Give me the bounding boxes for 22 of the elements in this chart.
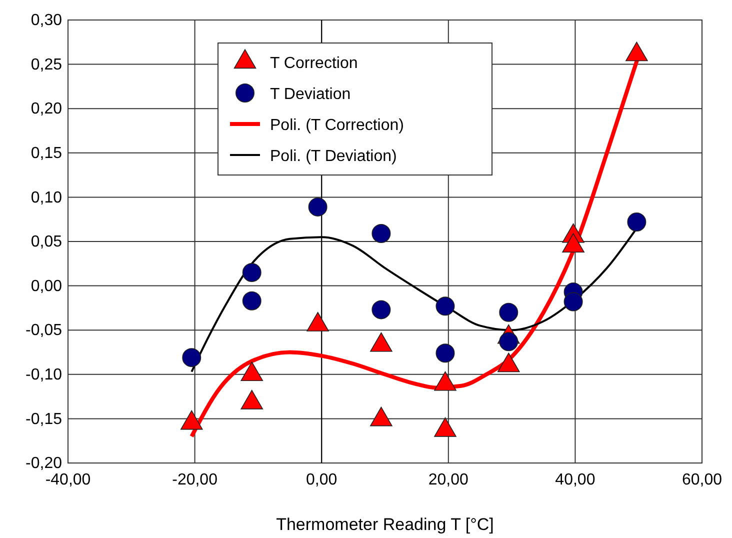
x-tick-label: -40,00 <box>45 471 91 488</box>
x-tick-label: 60,00 <box>682 471 722 488</box>
legend-label: T Correction <box>270 55 358 72</box>
y-tick-label: -0,15 <box>26 410 62 428</box>
x-tick-label: 40,00 <box>555 471 596 488</box>
x-tick-label: 0,00 <box>306 471 338 488</box>
y-tick-label: -0,05 <box>26 322 62 340</box>
x-axis-title: Thermometer Reading T [°C] <box>276 515 494 534</box>
x-tick-label: 20,00 <box>428 471 469 488</box>
y-tick-label: 0,15 <box>30 145 62 162</box>
legend-label: Poli. (T Correction) <box>270 117 404 134</box>
y-tick-label: 0,00 <box>30 278 62 295</box>
y-tick-label: 0,30 <box>30 12 62 30</box>
legend-label: T Deviation <box>270 86 351 103</box>
y-tick-label: 0,05 <box>30 234 62 251</box>
y-tick-label: 0,25 <box>30 56 62 74</box>
y-tick-label: 0,10 <box>30 189 62 206</box>
y-tick-label: -0,10 <box>26 366 62 384</box>
y-tick-label: -0,20 <box>26 455 62 472</box>
y-tick-label: 0,20 <box>30 100 62 118</box>
x-tick-label: -20,00 <box>172 471 218 488</box>
legend-label: Poli. (T Deviation) <box>270 148 397 165</box>
